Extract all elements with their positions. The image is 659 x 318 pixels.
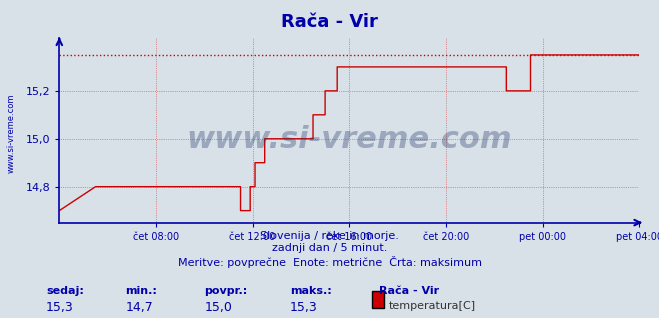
Text: 15,3: 15,3 [46, 301, 74, 314]
Text: www.si-vreme.com: www.si-vreme.com [186, 125, 512, 154]
Text: sedaj:: sedaj: [46, 286, 84, 296]
Text: 15,0: 15,0 [204, 301, 232, 314]
Text: Slovenija / reke in morje.: Slovenija / reke in morje. [260, 231, 399, 240]
Text: zadnji dan / 5 minut.: zadnji dan / 5 minut. [272, 243, 387, 253]
Text: Meritve: povprečne  Enote: metrične  Črta: maksimum: Meritve: povprečne Enote: metrične Črta:… [177, 256, 482, 268]
Text: 14,7: 14,7 [125, 301, 153, 314]
Text: povpr.:: povpr.: [204, 286, 248, 296]
Text: www.si-vreme.com: www.si-vreme.com [7, 94, 16, 173]
Text: min.:: min.: [125, 286, 157, 296]
Text: Rača - Vir: Rača - Vir [379, 286, 439, 296]
Text: maks.:: maks.: [290, 286, 331, 296]
Text: temperatura[C]: temperatura[C] [389, 301, 476, 310]
Text: Rača - Vir: Rača - Vir [281, 13, 378, 31]
Text: 15,3: 15,3 [290, 301, 318, 314]
